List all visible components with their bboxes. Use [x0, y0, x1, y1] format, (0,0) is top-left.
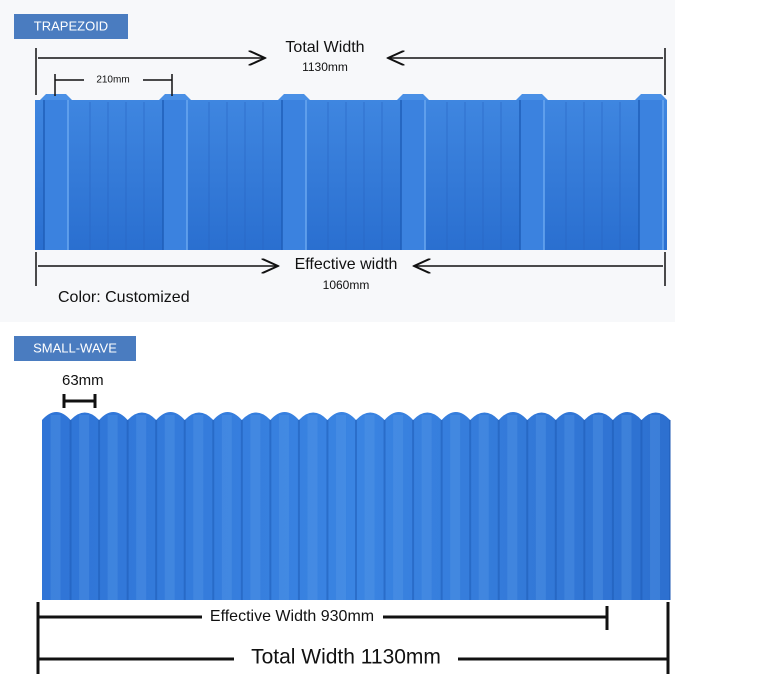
dim-title: Effective Width 930mm	[210, 608, 374, 625]
wave-highlight	[393, 415, 404, 600]
rib	[40, 94, 72, 100]
small-wave-sheet	[42, 412, 671, 600]
rib-face	[401, 100, 425, 250]
rib	[159, 94, 191, 100]
wave-highlight	[193, 415, 204, 600]
wave-highlight	[364, 415, 375, 600]
dim-title: Effective width	[295, 256, 398, 273]
wave-highlight	[592, 415, 603, 600]
wave-highlight	[450, 415, 461, 600]
wave-highlight	[107, 415, 118, 600]
wave-highlight	[278, 415, 289, 600]
wave-highlight	[478, 415, 489, 600]
dim-value: 63mm	[62, 372, 104, 389]
rib-face	[639, 100, 663, 250]
wave-highlight	[621, 415, 632, 600]
wave-highlight	[535, 415, 546, 600]
rib	[516, 94, 548, 100]
rib-face	[520, 100, 544, 250]
dim-title: Total Width 1130mm	[251, 646, 441, 669]
dim-value: 210mm	[96, 75, 129, 86]
wave-highlight	[79, 415, 90, 600]
dim-value: 1130mm	[302, 60, 348, 74]
wave-highlight	[221, 415, 232, 600]
rib-face	[163, 100, 187, 250]
rib	[635, 94, 667, 100]
wave-highlight	[136, 415, 147, 600]
wave-highlight	[564, 415, 575, 600]
color-note: Color: Customized	[58, 289, 190, 306]
rib-face	[44, 100, 68, 250]
dim-title: Total Width	[285, 39, 364, 56]
wave-highlight	[650, 415, 661, 600]
section-tag	[14, 336, 136, 361]
wave-highlight	[336, 415, 347, 600]
wave-highlight	[250, 415, 261, 600]
sheet-body	[35, 100, 667, 250]
section-label: SMALL-WAVE	[33, 340, 117, 355]
wave-highlight	[307, 415, 318, 600]
rib	[278, 94, 310, 100]
rib-face	[282, 100, 306, 250]
dim-value: 1060mm	[323, 278, 370, 292]
wave-highlight	[421, 415, 432, 600]
wave-highlight	[50, 415, 61, 600]
section-label: TRAPEZOID	[34, 18, 108, 33]
section-tag	[14, 14, 128, 39]
rib	[397, 94, 429, 100]
trapezoid-sheet	[35, 94, 667, 250]
wave-highlight	[507, 415, 518, 600]
wave-highlight	[164, 415, 175, 600]
